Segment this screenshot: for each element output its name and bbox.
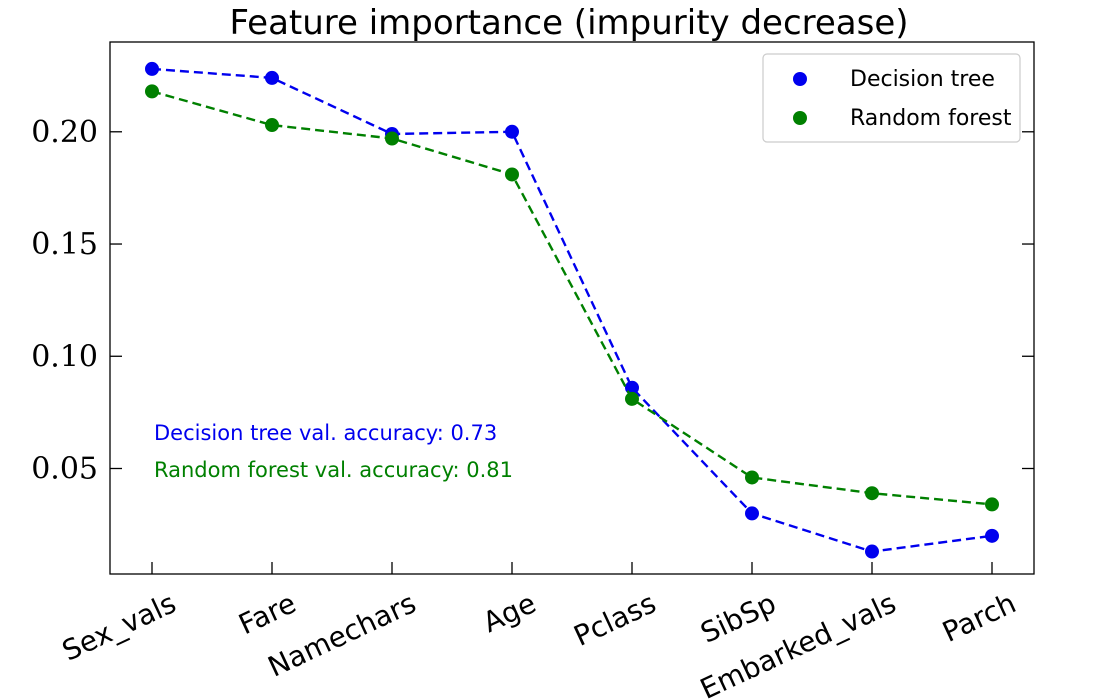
legend-label-decision-tree: Decision tree — [850, 67, 995, 92]
data-point-random-forest — [145, 84, 159, 99]
legend-box — [762, 53, 1021, 143]
series-line-decision-tree — [151, 67, 993, 553]
ytick-label: 0.20 — [31, 115, 98, 150]
series-layer — [145, 61, 999, 559]
data-point-decision-tree — [745, 506, 759, 521]
data-point-decision-tree — [985, 528, 999, 543]
data-point-random-forest — [985, 497, 999, 512]
annotation-random-forest-accuracy: Random forest val. accuracy: 0.81 — [154, 458, 513, 482]
ytick-label: 0.05 — [31, 451, 98, 486]
plot-frame — [109, 41, 1035, 575]
ytick-label: 0.10 — [31, 339, 98, 374]
data-point-decision-tree — [265, 70, 279, 85]
data-point-random-forest — [865, 486, 879, 501]
legend-label-random-forest: Random forest — [850, 106, 1012, 131]
data-point-decision-tree — [865, 544, 879, 559]
data-point-random-forest — [745, 470, 759, 485]
legend: Decision tree Random forest — [762, 53, 1021, 143]
legend-marker-decision-tree — [793, 72, 807, 86]
data-point-decision-tree — [145, 61, 159, 76]
data-point-random-forest — [385, 131, 399, 146]
ytick-label: 0.15 — [31, 227, 98, 262]
data-point-decision-tree — [505, 124, 519, 139]
data-point-random-forest — [265, 118, 279, 133]
chart-title: Feature importance (impurity decrease) — [229, 3, 908, 43]
legend-marker-random-forest — [793, 111, 807, 125]
data-point-random-forest — [505, 167, 519, 182]
annotation-decision-tree-accuracy: Decision tree val. accuracy: 0.73 — [154, 421, 497, 445]
data-point-random-forest — [625, 391, 639, 406]
series-line-random-forest — [151, 90, 993, 506]
